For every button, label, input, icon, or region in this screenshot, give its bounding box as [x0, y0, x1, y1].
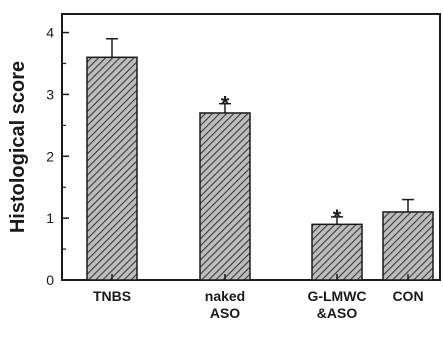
bars: **	[86, 37, 434, 281]
significance-mark: *	[221, 92, 230, 117]
y-axis: 0 1 2 3 4	[46, 25, 69, 288]
bar	[86, 56, 138, 281]
x-tick-label: naked	[205, 288, 245, 304]
x-tick-label: TNBS	[93, 288, 131, 304]
plot-frame	[61, 13, 441, 281]
y-tick-label: 1	[46, 210, 54, 226]
y-axis-label: Histological score	[7, 61, 29, 233]
bar	[199, 112, 251, 281]
x-tick-label: G-LMWC	[307, 288, 366, 304]
y-tick-label: 0	[46, 272, 54, 288]
significance-mark: *	[333, 205, 342, 230]
x-tick-label: &ASO	[317, 305, 358, 321]
x-tick-label: ASO	[210, 305, 240, 321]
bar	[311, 223, 363, 281]
y-tick-label: 3	[46, 86, 54, 102]
x-tick-label: CON	[392, 288, 423, 304]
y-tick-label: 2	[46, 148, 54, 164]
bar	[382, 211, 434, 281]
y-tick-label: 4	[46, 25, 54, 41]
